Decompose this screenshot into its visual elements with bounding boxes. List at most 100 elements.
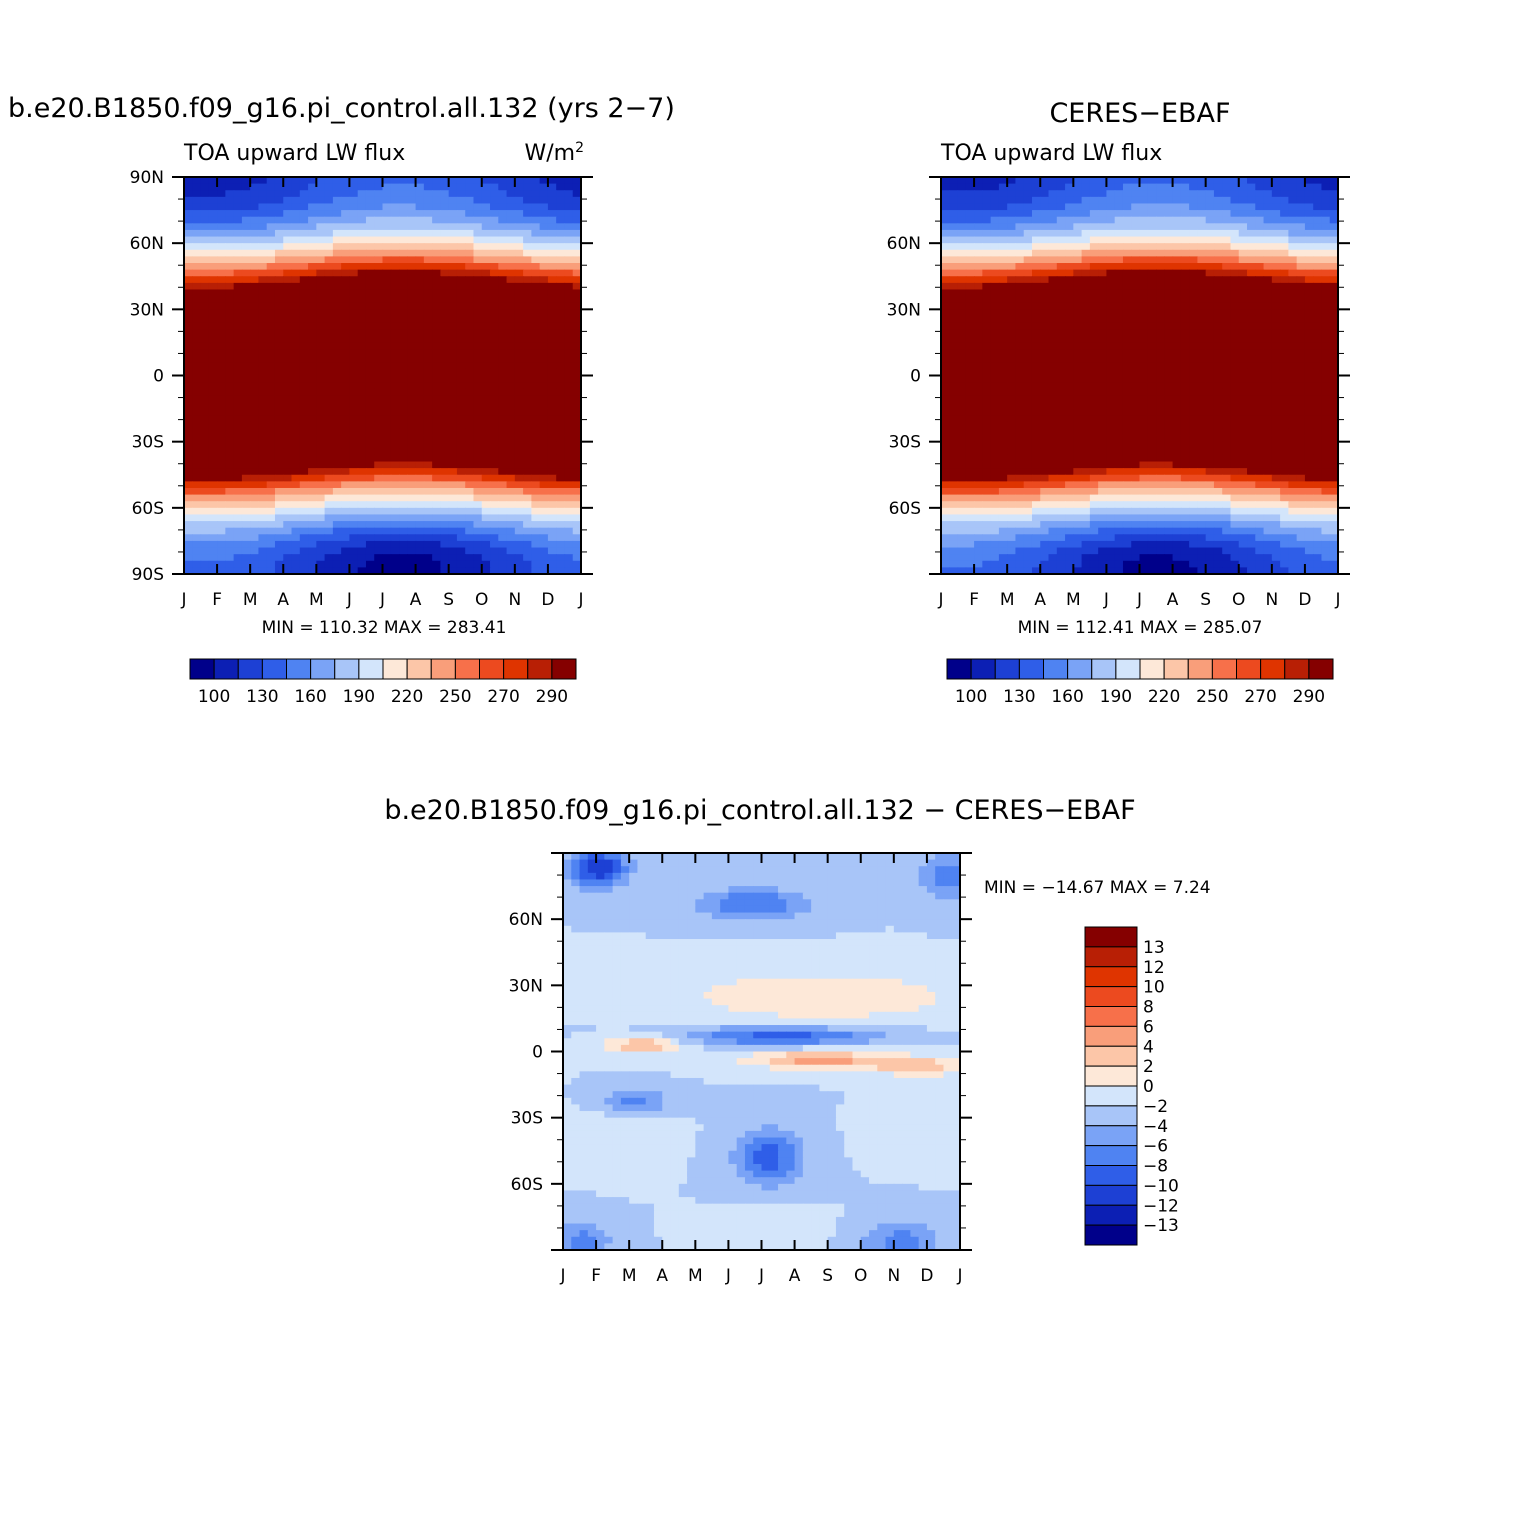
heatmap-cell bbox=[383, 468, 392, 475]
heatmap-cell bbox=[258, 415, 267, 422]
heatmap-cell bbox=[242, 217, 251, 224]
heatmap-cell bbox=[300, 541, 309, 548]
heatmap-cell bbox=[564, 435, 573, 442]
heatmap-cell bbox=[1140, 283, 1149, 290]
heatmap-cell bbox=[358, 177, 367, 184]
heatmap-cell bbox=[325, 508, 334, 515]
heatmap-cell bbox=[548, 177, 557, 184]
heatmap-cell bbox=[564, 223, 573, 230]
heatmap-cell bbox=[341, 190, 350, 197]
heatmap-cell bbox=[1098, 329, 1107, 336]
heatmap-cell bbox=[432, 276, 441, 283]
heatmap-cell bbox=[192, 475, 201, 482]
heatmap-cell bbox=[548, 250, 557, 257]
heatmap-cell bbox=[1106, 435, 1115, 442]
heatmap-cell bbox=[1272, 270, 1281, 277]
heatmap-cell bbox=[399, 495, 408, 502]
heatmap-cell bbox=[358, 508, 367, 515]
heatmap-cell bbox=[523, 528, 532, 535]
heatmap-cell bbox=[507, 210, 516, 217]
heatmap-cell bbox=[449, 561, 458, 568]
heatmap-cell bbox=[1156, 270, 1165, 277]
heatmap-cell bbox=[1255, 296, 1264, 303]
heatmap-cell bbox=[1098, 369, 1107, 376]
heatmap-cell bbox=[507, 263, 516, 270]
heatmap-cell bbox=[300, 468, 309, 475]
heatmap-cell bbox=[366, 296, 375, 303]
heatmap-cell bbox=[1189, 409, 1198, 416]
heatmap-cell bbox=[473, 237, 482, 244]
heatmap-cell bbox=[242, 250, 251, 257]
heatmap-cell bbox=[966, 376, 975, 383]
heatmap-cell bbox=[1024, 369, 1033, 376]
heatmap-cell bbox=[473, 296, 482, 303]
heatmap-cell bbox=[234, 402, 243, 409]
heatmap-cell bbox=[1024, 336, 1033, 343]
heatmap-cell bbox=[349, 203, 358, 210]
heatmap-cell bbox=[300, 230, 309, 237]
heatmap-cell bbox=[1313, 250, 1322, 257]
colorbar-box bbox=[552, 659, 576, 679]
heatmap-cell bbox=[407, 362, 416, 369]
heatmap-cell bbox=[316, 184, 325, 191]
heatmap-cell bbox=[399, 514, 408, 521]
heatmap-cell bbox=[234, 270, 243, 277]
heatmap-cell bbox=[391, 561, 400, 568]
heatmap-cell bbox=[974, 402, 983, 409]
heatmap-cell bbox=[192, 495, 201, 502]
heatmap-cell bbox=[941, 336, 950, 343]
heatmap-cell bbox=[242, 428, 251, 435]
heatmap-cell bbox=[490, 409, 499, 416]
heatmap-cell bbox=[966, 243, 975, 250]
heatmap-cell bbox=[1024, 230, 1033, 237]
heatmap-cell bbox=[1065, 422, 1074, 429]
heatmap-cell bbox=[407, 323, 416, 330]
heatmap-cell bbox=[473, 250, 482, 257]
heatmap-cell bbox=[1049, 422, 1058, 429]
heatmap-cell bbox=[399, 534, 408, 541]
heatmap-cell bbox=[407, 217, 416, 224]
heatmap-cell bbox=[974, 256, 983, 263]
heatmap-cell bbox=[209, 250, 218, 257]
heatmap-cell bbox=[292, 548, 301, 555]
heatmap-cell bbox=[966, 442, 975, 449]
heatmap-cell bbox=[225, 402, 234, 409]
heatmap-cell bbox=[1164, 250, 1173, 257]
heatmap-cell bbox=[515, 296, 524, 303]
heatmap-cell bbox=[432, 289, 441, 296]
heatmap-cell bbox=[449, 428, 458, 435]
heatmap-cell bbox=[966, 389, 975, 396]
heatmap-cell bbox=[1065, 342, 1074, 349]
heatmap-cell bbox=[1098, 376, 1107, 383]
heatmap-cell bbox=[1264, 376, 1273, 383]
heatmap-cell bbox=[275, 534, 284, 541]
heatmap-cell bbox=[949, 442, 958, 449]
heatmap-cell bbox=[1214, 177, 1223, 184]
heatmap-cell bbox=[325, 336, 334, 343]
heatmap-cell bbox=[482, 462, 491, 469]
heatmap-cell bbox=[941, 442, 950, 449]
heatmap-cell bbox=[242, 223, 251, 230]
heatmap-cell bbox=[325, 435, 334, 442]
heatmap-cell bbox=[1123, 177, 1132, 184]
heatmap-cell bbox=[250, 514, 259, 521]
heatmap-cell bbox=[1098, 409, 1107, 416]
heatmap-cell bbox=[1264, 422, 1273, 429]
heatmap-cell bbox=[184, 263, 193, 270]
heatmap-cell bbox=[523, 521, 532, 528]
heatmap-cell bbox=[374, 481, 383, 488]
heatmap-cell bbox=[515, 323, 524, 330]
heatmap-cell bbox=[407, 263, 416, 270]
heatmap-cell bbox=[1222, 329, 1231, 336]
heatmap-cell bbox=[1305, 349, 1314, 356]
heatmap-cell bbox=[267, 468, 276, 475]
heatmap-cell bbox=[391, 402, 400, 409]
heatmap-cell bbox=[1239, 190, 1248, 197]
heatmap-cell bbox=[490, 369, 499, 376]
heatmap-cell bbox=[258, 475, 267, 482]
heatmap-cell bbox=[556, 323, 565, 330]
heatmap-cell bbox=[941, 256, 950, 263]
heatmap-cell bbox=[1148, 428, 1157, 435]
heatmap-cell bbox=[1321, 177, 1330, 184]
heatmap-cell bbox=[949, 422, 958, 429]
